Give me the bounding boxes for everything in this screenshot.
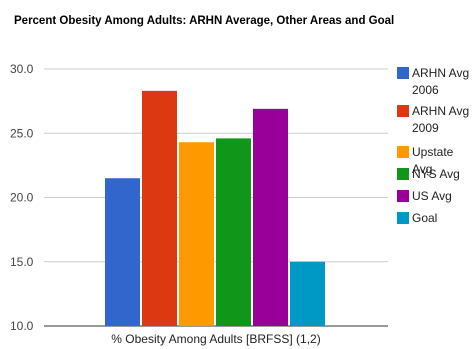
y-tick-label: 20.0 bbox=[10, 191, 34, 205]
legend-label: ARHN Avg 2006 bbox=[412, 66, 469, 97]
legend-label: Upstate Avg bbox=[412, 145, 454, 176]
bar bbox=[253, 108, 288, 327]
legend-label: ARHN Avg 2009 bbox=[412, 104, 469, 135]
legend-swatch bbox=[397, 146, 409, 158]
legend-label: NYS Avg bbox=[412, 167, 460, 181]
legend-swatch bbox=[397, 212, 409, 224]
y-tick-label: 25.0 bbox=[10, 126, 34, 140]
legend-label: Goal bbox=[412, 211, 437, 225]
bar bbox=[216, 138, 251, 326]
y-tick-label: 10.0 bbox=[10, 319, 34, 333]
legend-swatch bbox=[397, 105, 409, 117]
bar bbox=[142, 90, 177, 326]
y-tick-label: 30.0 bbox=[10, 62, 34, 76]
bar bbox=[105, 178, 140, 326]
legend-swatch bbox=[397, 168, 409, 180]
legend-label: US Avg bbox=[412, 189, 452, 203]
chart-title: Percent Obesity Among Adults: ARHN Avera… bbox=[14, 15, 395, 27]
legend-swatch bbox=[397, 67, 409, 79]
legend-swatch bbox=[397, 190, 409, 202]
x-axis-label: % Obesity Among Adults [BRFSS] (1,2) bbox=[111, 332, 320, 346]
bar bbox=[179, 142, 214, 326]
y-tick-label: 15.0 bbox=[10, 255, 34, 269]
bar bbox=[290, 261, 325, 326]
